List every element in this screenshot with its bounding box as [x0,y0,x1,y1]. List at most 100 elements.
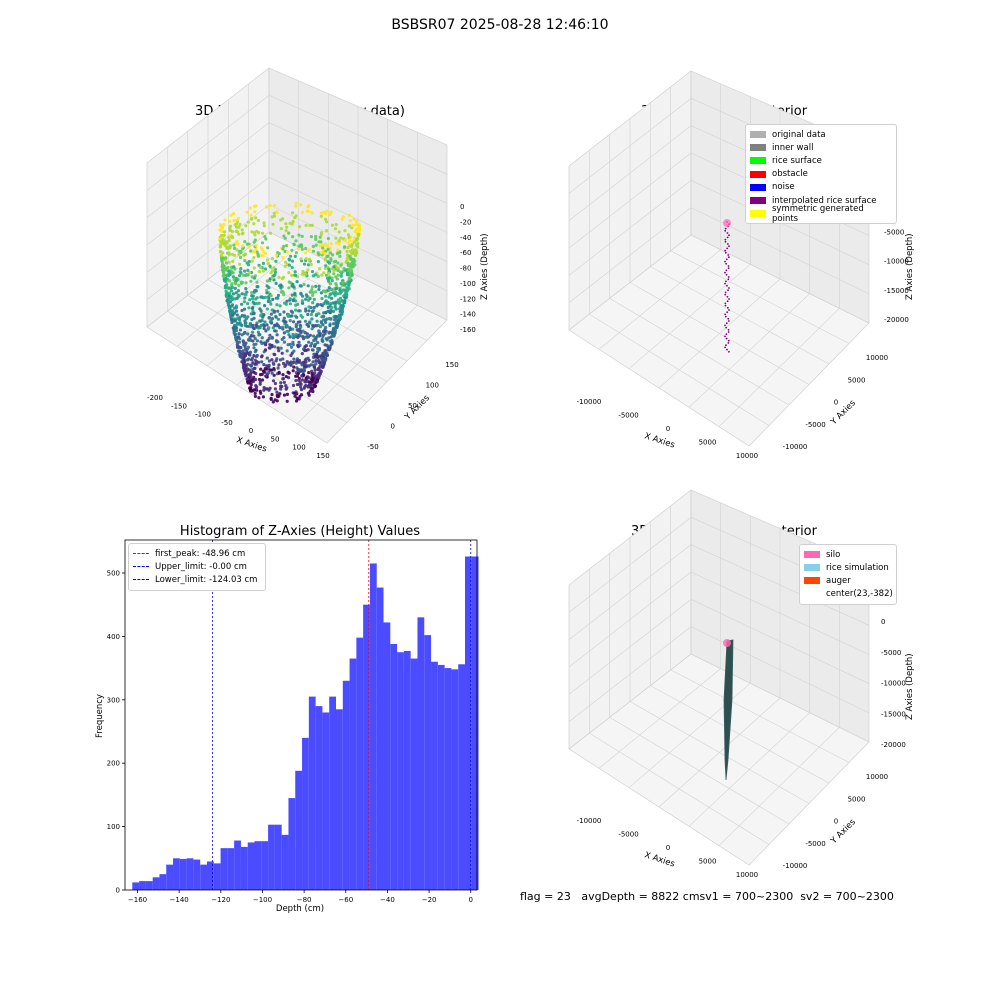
raw-point [266,246,270,250]
raw-point [272,266,276,270]
raw-point [239,345,243,350]
raw-point [271,379,276,383]
raw-point [247,368,252,372]
raw-point [227,246,231,250]
raw-point [306,324,311,328]
raw-point [263,369,267,373]
classify-legend-item: rice surface [750,154,892,167]
raw-point [308,290,312,294]
raw-point [256,360,261,364]
grid-line [266,290,388,405]
raw-point [285,386,289,390]
raw-point [220,224,224,229]
raw-point [268,300,272,304]
raw-point [243,324,248,328]
raw-point [262,370,266,374]
raw-point [267,388,271,392]
legend-swatch [750,170,766,178]
raw-point [257,396,261,400]
histogram-bar [234,840,241,890]
raw-point [346,253,350,257]
raw-point [249,338,253,342]
raw-point [284,325,288,329]
raw-point [303,345,307,349]
raw-point [260,312,264,316]
raw-point [317,253,321,257]
raw-point [290,361,295,365]
raw-point [224,285,228,289]
raw-point [355,243,359,247]
raw-point [302,360,306,364]
raw-point [329,287,333,291]
raw-point [270,345,274,349]
raw-point [306,312,310,317]
raw-point [272,309,276,314]
raw-point [327,261,332,265]
raw-point [299,243,303,247]
raw-point [218,228,222,232]
raw-point [235,313,239,317]
raw-point [244,352,248,356]
classify-point [725,258,728,261]
raw-point [241,361,246,365]
raw-point [243,363,247,367]
raw-point [231,313,235,317]
histogram-bar [227,848,235,890]
raw-point [252,378,256,382]
raw-point [344,294,348,298]
raw-point [341,304,345,308]
raw-point [236,335,241,339]
raw-point [275,303,279,307]
raw-point [322,357,326,361]
raw-point [335,325,339,329]
raw-point [285,250,290,254]
classify-point [724,282,726,285]
raw-point [288,298,292,302]
raw-point [286,312,290,316]
raw-point [260,355,264,359]
raw-point [242,366,246,370]
raw-point [228,272,233,276]
raw-point [328,251,332,255]
raw-point [332,326,336,330]
raw-point [337,242,341,246]
raw-point [332,334,336,338]
raw-point [327,276,332,280]
raw-point [306,356,310,360]
raw-point [290,293,294,297]
raw-z-axis-label: Z Axies (Depth) [480,233,490,300]
raw-point [311,249,316,253]
classify-point [724,304,727,307]
raw-point [333,314,337,318]
legend-label: original data [772,129,826,140]
classify-legend-item: symmetric generated points [750,204,892,224]
raw-point [285,349,289,353]
raw-point [260,266,264,270]
raw-point [334,325,338,329]
raw-point [282,244,286,248]
raw-point [333,286,337,291]
raw-point [222,268,226,272]
raw-point [357,225,361,230]
raw-point [312,334,316,338]
raw-point [309,262,313,266]
raw-point [308,223,312,227]
raw-point [227,306,231,310]
raw-point [323,212,328,216]
raw-point [246,380,250,384]
raw-point [236,336,240,340]
raw-point [250,356,254,360]
grid-line [146,326,328,444]
raw-point [254,371,258,376]
raw-point [283,249,287,253]
raw-point [333,318,337,322]
raw-point [273,381,277,386]
raw-point [271,222,275,226]
raw-point [347,224,351,228]
raw-point [241,351,246,355]
raw-point [288,221,292,225]
raw-point [289,363,293,367]
raw-point [235,344,240,349]
raw-point [266,290,270,295]
raw-point [272,214,276,218]
